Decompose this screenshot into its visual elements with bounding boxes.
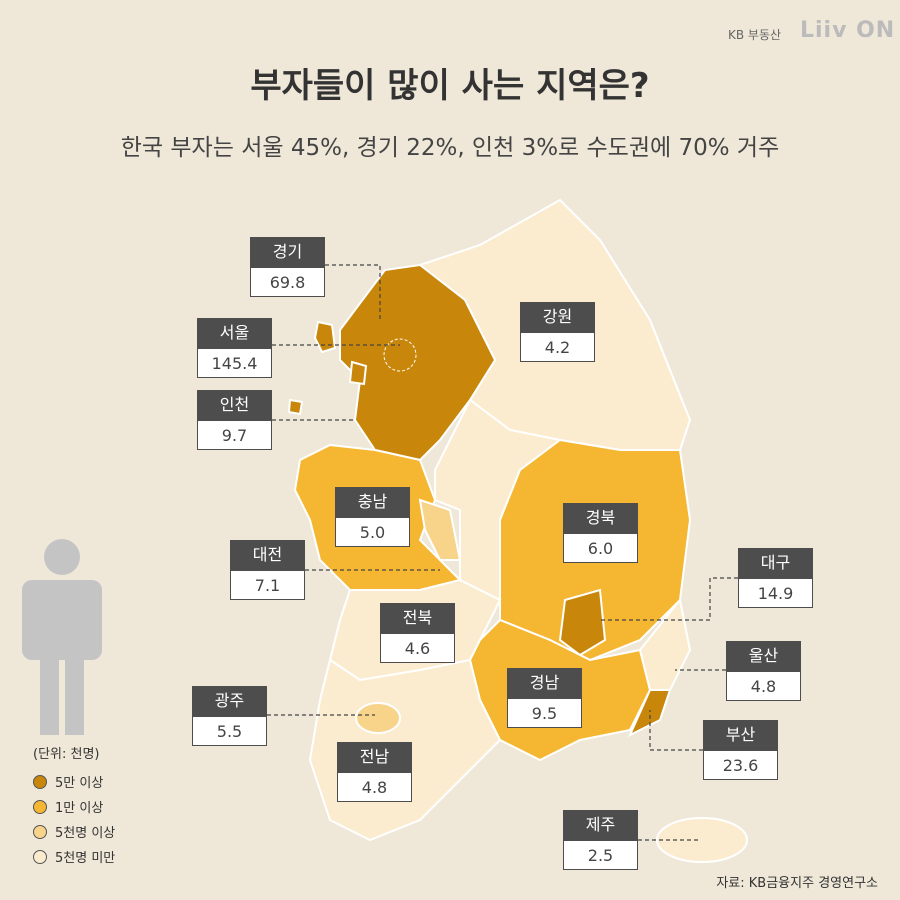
- incheon-island: [287, 398, 304, 416]
- region-value: 145.4: [197, 348, 272, 378]
- jeju: [656, 817, 748, 863]
- region-name: 전남: [337, 742, 412, 772]
- region-value: 5.5: [192, 716, 267, 746]
- region-value: 4.8: [726, 671, 801, 701]
- region-label: 대전 7.1: [230, 540, 305, 600]
- region-label: 경기 69.8: [250, 237, 325, 297]
- region-label: 경남 9.5: [507, 668, 582, 728]
- region-name: 서울: [197, 318, 272, 348]
- legend-text: 1만 이상: [55, 801, 104, 816]
- person-icon: [22, 539, 102, 735]
- region-name: 제주: [563, 810, 638, 840]
- region-value: 9.7: [197, 420, 272, 450]
- region-value: 4.2: [520, 332, 595, 362]
- region-value: 23.6: [703, 750, 778, 780]
- source: 자료: KB금융지주 경영연구소: [716, 876, 878, 891]
- region-label: 서울 145.4: [197, 318, 272, 378]
- leader-line: [325, 264, 381, 320]
- region-name: 강원: [520, 302, 595, 332]
- gwangju: [355, 702, 401, 734]
- legend-swatch: [33, 850, 47, 864]
- legend-item: 5천명 미만: [33, 847, 115, 866]
- title: 부자들이 많이 사는 지역은?: [250, 66, 650, 106]
- region-name: 대전: [230, 540, 305, 570]
- region-value: 7.1: [230, 570, 305, 600]
- region-name: 전북: [380, 603, 455, 633]
- legend-text: 5만 이상: [55, 776, 104, 791]
- legend-unit: (단위: 천명): [33, 747, 100, 762]
- region-value: 5.0: [335, 517, 410, 547]
- region-label: 충남 5.0: [335, 487, 410, 547]
- legend-swatch: [33, 800, 47, 814]
- region-label: 인천 9.7: [197, 390, 272, 450]
- brand: KB 부동산: [728, 28, 782, 42]
- leader-line: [649, 710, 703, 751]
- legend-item: 5천명 이상: [33, 822, 115, 841]
- legend-swatch: [33, 775, 47, 789]
- logo: Liiv ON: [800, 18, 896, 43]
- legend-text: 5천명 미만: [55, 851, 116, 866]
- region-value: 9.5: [507, 698, 582, 728]
- region-value: 4.8: [337, 772, 412, 802]
- region-name: 울산: [726, 641, 801, 671]
- region-name: 충남: [335, 487, 410, 517]
- region-name: 광주: [192, 686, 267, 716]
- legend-item: 1만 이상: [33, 797, 103, 816]
- incheon: [313, 320, 337, 354]
- region-label: 전북 4.6: [380, 603, 455, 663]
- region-name: 경북: [563, 503, 638, 533]
- seoul: [383, 338, 417, 372]
- region-label: 제주 2.5: [563, 810, 638, 870]
- busan: [627, 689, 672, 738]
- region-label: 부산 23.6: [703, 720, 778, 780]
- region-name: 부산: [703, 720, 778, 750]
- region-name: 경기: [250, 237, 325, 267]
- region-name: 대구: [738, 548, 813, 578]
- region-label: 전남 4.8: [337, 742, 412, 802]
- region-value: 4.6: [380, 633, 455, 663]
- region-value: 69.8: [250, 267, 325, 297]
- region-name: 경남: [507, 668, 582, 698]
- region-label: 광주 5.5: [192, 686, 267, 746]
- daegu: [558, 588, 607, 657]
- region-name: 인천: [197, 390, 272, 420]
- region-label: 강원 4.2: [520, 302, 595, 362]
- legend-item: 5만 이상: [33, 772, 103, 791]
- region-label: 대구 14.9: [738, 548, 813, 608]
- region-label: 경북 6.0: [563, 503, 638, 563]
- subtitle: 한국 부자는 서울 45%, 경기 22%, 인천 3%로 수도권에 70% 거…: [120, 135, 780, 161]
- daejeon: [418, 498, 462, 561]
- legend-swatch: [33, 825, 47, 839]
- region-value: 6.0: [563, 533, 638, 563]
- legend-text: 5천명 이상: [55, 826, 116, 841]
- region-value: 14.9: [738, 578, 813, 608]
- region-value: 2.5: [563, 840, 638, 870]
- region-label: 울산 4.8: [726, 641, 801, 701]
- incheon-island: [348, 360, 368, 386]
- leader-line: [600, 577, 738, 621]
